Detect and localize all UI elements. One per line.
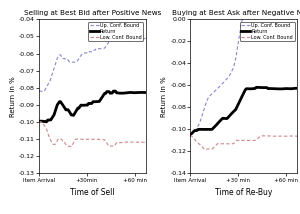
Legend: Up. Conf. Bound, Return, Low. Conf. Bound: Up. Conf. Bound, Return, Low. Conf. Boun… bbox=[240, 22, 295, 41]
X-axis label: Time of Sell: Time of Sell bbox=[70, 188, 115, 197]
Return bbox=[291, 87, 295, 90]
Return bbox=[114, 90, 117, 92]
Up. Conf. Bound bbox=[102, 47, 105, 50]
Return bbox=[59, 100, 62, 103]
Return bbox=[295, 87, 299, 89]
Low. Conf. Bound bbox=[253, 139, 257, 142]
Low. Conf. Bound bbox=[37, 121, 41, 123]
Return bbox=[102, 94, 105, 96]
Low. Conf. Bound bbox=[137, 141, 141, 144]
Return bbox=[288, 88, 291, 90]
Low. Conf. Bound bbox=[214, 144, 218, 146]
Up. Conf. Bound bbox=[252, 7, 256, 10]
Low. Conf. Bound bbox=[59, 138, 62, 140]
Up. Conf. Bound bbox=[39, 90, 43, 92]
Return bbox=[244, 89, 247, 91]
Return bbox=[93, 100, 97, 103]
Line: Return: Return bbox=[39, 91, 146, 122]
Low. Conf. Bound bbox=[288, 135, 291, 137]
Up. Conf. Bound bbox=[189, 134, 192, 136]
Return bbox=[37, 120, 41, 122]
Low. Conf. Bound bbox=[210, 148, 214, 150]
Y-axis label: Return in %: Return in % bbox=[161, 76, 167, 117]
Up. Conf. Bound bbox=[140, 38, 143, 41]
Up. Conf. Bound bbox=[93, 49, 97, 51]
Low. Conf. Bound bbox=[94, 138, 98, 140]
Return bbox=[255, 86, 259, 89]
Legend: Up. Conf. Bound, Return, Low. Conf. Bound: Up. Conf. Bound, Return, Low. Conf. Boun… bbox=[88, 22, 143, 41]
Line: Up. Conf. Bound: Up. Conf. Bound bbox=[39, 38, 146, 91]
Return bbox=[144, 91, 147, 94]
Up. Conf. Bound bbox=[59, 54, 62, 56]
Up. Conf. Bound bbox=[37, 90, 41, 92]
Up. Conf. Bound bbox=[244, 7, 247, 9]
Up. Conf. Bound bbox=[209, 94, 213, 96]
Return bbox=[141, 91, 144, 94]
Up. Conf. Bound bbox=[291, 7, 295, 9]
Up. Conf. Bound bbox=[213, 90, 217, 92]
Low. Conf. Bound bbox=[144, 141, 147, 144]
X-axis label: Time of Re-Buy: Time of Re-Buy bbox=[215, 188, 272, 197]
Low. Conf. Bound bbox=[291, 135, 295, 137]
Y-axis label: Return in %: Return in % bbox=[10, 76, 16, 117]
Low. Conf. Bound bbox=[202, 148, 206, 151]
Return bbox=[213, 125, 217, 128]
Line: Return: Return bbox=[190, 87, 297, 135]
Return bbox=[189, 134, 192, 136]
Up. Conf. Bound bbox=[136, 39, 140, 41]
Up. Conf. Bound bbox=[144, 37, 147, 40]
Low. Conf. Bound bbox=[244, 139, 248, 141]
Title: Selling at Best Bid after Positive News: Selling at Best Bid after Positive News bbox=[24, 10, 161, 16]
Up. Conf. Bound bbox=[295, 7, 299, 10]
Line: Low. Conf. Bound: Low. Conf. Bound bbox=[190, 135, 297, 149]
Return bbox=[63, 107, 67, 109]
Low. Conf. Bound bbox=[103, 138, 106, 141]
Line: Low. Conf. Bound: Low. Conf. Bound bbox=[39, 122, 146, 147]
Return bbox=[252, 87, 256, 90]
Title: Buying at Best Ask after Negative News: Buying at Best Ask after Negative News bbox=[172, 10, 300, 16]
Line: Up. Conf. Bound: Up. Conf. Bound bbox=[190, 8, 297, 135]
Low. Conf. Bound bbox=[141, 141, 144, 144]
Low. Conf. Bound bbox=[39, 120, 43, 123]
Up. Conf. Bound bbox=[289, 7, 292, 9]
Return bbox=[45, 120, 48, 123]
Up. Conf. Bound bbox=[286, 7, 290, 9]
Low. Conf. Bound bbox=[295, 135, 299, 137]
Up. Conf. Bound bbox=[63, 57, 67, 60]
Return bbox=[137, 91, 141, 94]
Low. Conf. Bound bbox=[63, 141, 67, 144]
Return bbox=[209, 128, 213, 131]
Low. Conf. Bound bbox=[70, 145, 73, 148]
Low. Conf. Bound bbox=[189, 133, 192, 136]
